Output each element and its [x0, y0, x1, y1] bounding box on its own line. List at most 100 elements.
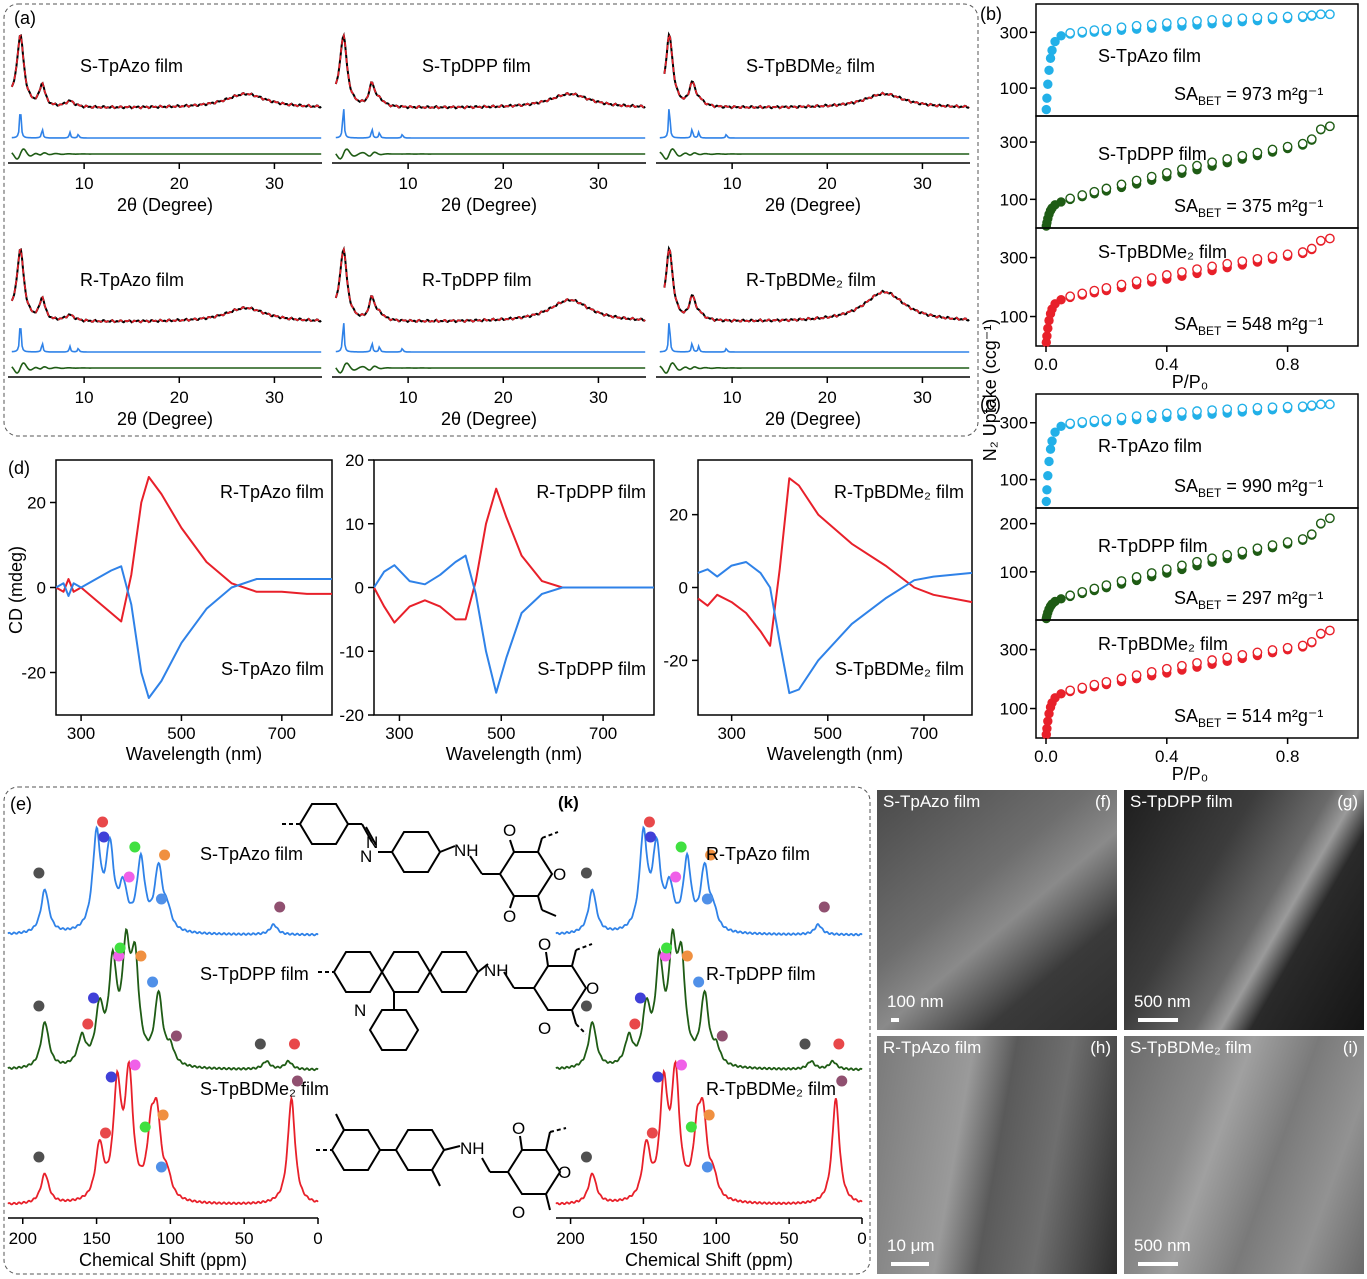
- isotherm-subplot: 100 300 S-TpAzo film SABET = 973 m²g⁻¹: [1000, 3, 1359, 117]
- isotherm-adsorption-point: [1056, 295, 1066, 305]
- cd-y-tick-label: 10: [345, 515, 364, 534]
- cd-x-tick-label: 500: [487, 724, 515, 743]
- isotherm-desorption-point: [1177, 560, 1187, 571]
- pxrd-difference-line: [659, 361, 970, 374]
- isotherm-desorption-point: [1065, 590, 1076, 601]
- cd-label-bottom: S-TpDPP film: [537, 659, 646, 679]
- nmr-assignment-dot: [645, 831, 657, 843]
- pxrd-difference-line: [11, 148, 322, 160]
- nmr-assignment-dot: [147, 976, 159, 988]
- isotherm-desorption-point: [1282, 401, 1293, 412]
- cd-x-axis-label: Wavelength (nm): [126, 744, 262, 764]
- nmr-spectrum-line: [7, 825, 319, 937]
- nmr-assignment-dot: [155, 1161, 167, 1173]
- pxrd-x-tick-label: 20: [170, 174, 189, 193]
- isotherm-adsorption-point: [1050, 36, 1060, 47]
- isotherm-desorption-point: [1065, 193, 1076, 204]
- nmr-assignment-dot: [135, 950, 147, 962]
- nmr-assignment-dot: [705, 849, 717, 861]
- nmr-assignment-dot: [675, 841, 687, 853]
- isotherm-desorption-point: [1237, 150, 1248, 161]
- isotherm-adsorption-point: [1045, 444, 1056, 454]
- isotherm-desorption-point: [1192, 264, 1202, 275]
- pxrd-simulated-line: [11, 328, 322, 353]
- panel-letter-k: (k): [558, 793, 579, 812]
- cd-y-tick-label: 0: [355, 579, 364, 598]
- nmr-assignment-dot: [580, 867, 592, 879]
- pxrd-subplot-title: S-TpDPP film: [422, 56, 531, 76]
- isotherm-subplot: 100 300 S-TpBDMe₂ film SABET = 548 m²g⁻¹: [1000, 227, 1359, 348]
- sem-label-f: S-TpAzo film: [883, 792, 981, 811]
- pxrd-x-tick-label: 30: [589, 174, 608, 193]
- cd-x-tick-label: 700: [910, 724, 938, 743]
- isotherm-y-tick-label: 300: [1000, 414, 1028, 433]
- isotherm-desorption-point: [1161, 167, 1172, 178]
- panel-letter-d: (d): [8, 458, 30, 478]
- isotherm-sa-bet: SABET = 973 m²g⁻¹: [1174, 84, 1323, 108]
- cd-x-tick-label: 300: [67, 724, 95, 743]
- nmr-assignment-dot: [33, 867, 45, 879]
- pxrd-x-axis-label: 2θ (Degree): [765, 195, 861, 215]
- isotherm-desorption-point: [1237, 403, 1248, 414]
- pxrd-x-tick-label: 30: [265, 388, 284, 407]
- nmr-x-tick-label: 200: [556, 1229, 584, 1248]
- isotherm-desorption-point: [1177, 17, 1187, 27]
- isotherm-desorption-point: [1077, 190, 1088, 200]
- panel-letter-e: (e): [10, 794, 32, 814]
- isotherm-desorption-point: [1161, 408, 1172, 419]
- isotherm-desorption-point: [1101, 183, 1112, 194]
- nmr-spectrum-line: [555, 927, 863, 1072]
- sem-scale-g: 500 nm: [1134, 992, 1191, 1011]
- pxrd-x-tick-label: 20: [494, 174, 513, 193]
- isotherm-subplot: 100 300 R-TpBDMe₂ film SABET = 514 m²g⁻¹: [1000, 619, 1359, 740]
- pxrd-subplot: 10 20 30 2θ (Degree) S-TpDPP film: [332, 32, 646, 215]
- isotherm-desorption-point: [1297, 247, 1308, 257]
- nmr-x-tick-label: 100: [156, 1229, 184, 1248]
- pxrd-simulated-line: [659, 323, 970, 353]
- isotherm-y-tick-label: 100: [1000, 471, 1028, 490]
- isotherm-desorption-point: [1306, 243, 1317, 254]
- isotherm-subplot: 100 200 R-TpDPP film SABET = 297 m²g⁻¹: [1000, 507, 1359, 624]
- isotherm-desorption-point: [1077, 586, 1088, 597]
- isotherm-desorption-point: [1131, 276, 1142, 287]
- nmr-assignment-dot: [157, 1109, 169, 1121]
- nmr-stack: S-TpAzo film S-TpDPP film S-TpBDMe₂ film 20…: [7, 816, 329, 1270]
- isotherm-desorption-point: [1089, 583, 1100, 594]
- isotherm-desorption-point: [1306, 400, 1317, 411]
- isotherm-desorption-point: [1252, 253, 1263, 264]
- isotherm-x-tick-label: 0.0: [1034, 747, 1058, 766]
- svg-text:O: O: [538, 1019, 551, 1038]
- isotherm-desorption-point: [1146, 273, 1157, 283]
- nmr-spectrum-line: [555, 1059, 863, 1206]
- isotherm-desorption-point: [1237, 13, 1248, 24]
- pxrd-difference-line: [335, 362, 646, 374]
- nmr-assignment-dot: [685, 1121, 697, 1133]
- nmr-assignment-dot: [833, 1038, 845, 1050]
- svg-text:NH: NH: [484, 961, 509, 980]
- pxrd-x-tick-label: 10: [75, 174, 94, 193]
- isotherm-sa-bet: SABET = 297 m²g⁻¹: [1174, 588, 1323, 612]
- pxrd-x-tick-label: 30: [265, 174, 284, 193]
- nmr-x-axis-label: Chemical Shift (ppm): [79, 1250, 247, 1270]
- isotherm-desorption-point: [1116, 279, 1127, 290]
- sem-letter-i: (i): [1342, 1038, 1358, 1057]
- sem-scale-i: 500 nm: [1134, 1236, 1191, 1255]
- isotherm-sa-bet: SABET = 548 m²g⁻¹: [1174, 314, 1323, 338]
- pxrd-refined-line: [11, 34, 322, 110]
- svg-text:O: O: [512, 1119, 525, 1138]
- pxrd-panels: 10 20 30 2θ (Degree) S-TpAzo film 10 20 30 2θ (D…: [8, 31, 970, 429]
- isotherm-desorption-point: [1237, 256, 1248, 267]
- isotherm-desorption-point: [1116, 22, 1127, 33]
- isotherm-desorption-point: [1116, 673, 1127, 684]
- cd-subplot: 300 500 700 -20 -10 0 10 20 Wavelength (nm) R-TpD…: [339, 451, 655, 764]
- nmr-spectrum-label: R-TpDPP film: [706, 964, 816, 984]
- nmr-x-tick-label: 50: [780, 1229, 799, 1248]
- isotherm-adsorption-point: [1042, 485, 1052, 495]
- isotherm-desorption-point: [1177, 407, 1187, 418]
- sem-scalebar-i: [1138, 1262, 1178, 1266]
- cd-x-tick-label: 700: [268, 724, 296, 743]
- isotherm-desorption-point: [1089, 415, 1100, 426]
- isotherm-adsorption-point: [1047, 436, 1057, 446]
- cd-y-tick-label: -20: [663, 651, 688, 670]
- pxrd-x-tick-label: 10: [75, 388, 94, 407]
